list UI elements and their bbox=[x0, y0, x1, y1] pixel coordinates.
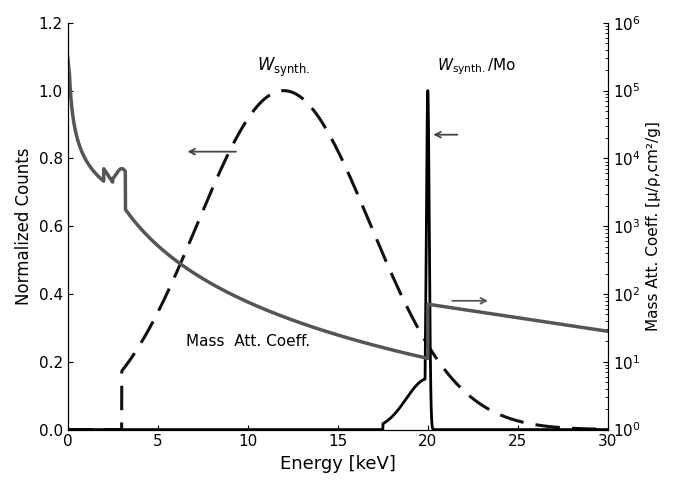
Text: $W_\mathrm{synth.}$/Mo: $W_\mathrm{synth.}$/Mo bbox=[437, 57, 516, 77]
Y-axis label: Normalized Counts: Normalized Counts bbox=[15, 147, 33, 305]
X-axis label: Energy [keV]: Energy [keV] bbox=[280, 455, 395, 473]
Text: $W_\mathrm{synth.}$: $W_\mathrm{synth.}$ bbox=[257, 55, 310, 79]
Y-axis label: Mass Att. Coeff. [μ/ρ,cm²/g]: Mass Att. Coeff. [μ/ρ,cm²/g] bbox=[646, 122, 661, 331]
Text: Mass  Att. Coeff.: Mass Att. Coeff. bbox=[186, 334, 310, 349]
